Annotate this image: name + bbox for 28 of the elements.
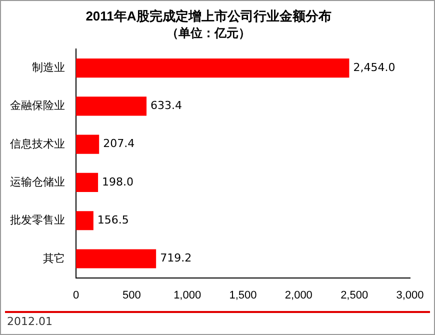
data-label: 633.4: [150, 99, 182, 112]
data-label: 198.0: [102, 175, 134, 188]
y-tick-label: 信息技术业: [10, 137, 65, 150]
y-tick-label: 制造业: [32, 61, 65, 74]
bar: [76, 172, 98, 192]
data-label: 2,454.0: [353, 60, 396, 74]
data-label: 719.2: [160, 252, 192, 265]
bar: [76, 96, 147, 116]
x-tick-label: 3,000: [396, 289, 424, 302]
x-tick-label: 1,500: [229, 289, 257, 302]
text: 2012.01: [7, 315, 52, 328]
y-tick-label: 批发零售业: [10, 214, 65, 227]
x-tick-label: 2,500: [340, 289, 368, 302]
x-tick-label: 1,000: [174, 289, 202, 302]
y-tick-label: 运输仓储业: [10, 176, 65, 188]
bar: [76, 249, 156, 268]
data-label: 156.5: [97, 213, 129, 226]
y-tick-label: 其它: [43, 252, 65, 265]
x-tick-label: 2,000: [284, 289, 312, 302]
x-tick-label: 500: [122, 289, 141, 302]
bar: [76, 211, 94, 230]
y-tick-label: 金融保险业: [10, 99, 65, 112]
bar: [76, 134, 100, 154]
bar: [76, 58, 350, 78]
data-label: 207.4: [103, 137, 135, 150]
x-tick-label: 0: [72, 289, 80, 302]
chart-title: 2011年A股完成定增上市公司行业金额分布: [86, 8, 332, 24]
chart-subtitle: （单位：亿元）: [166, 26, 250, 40]
